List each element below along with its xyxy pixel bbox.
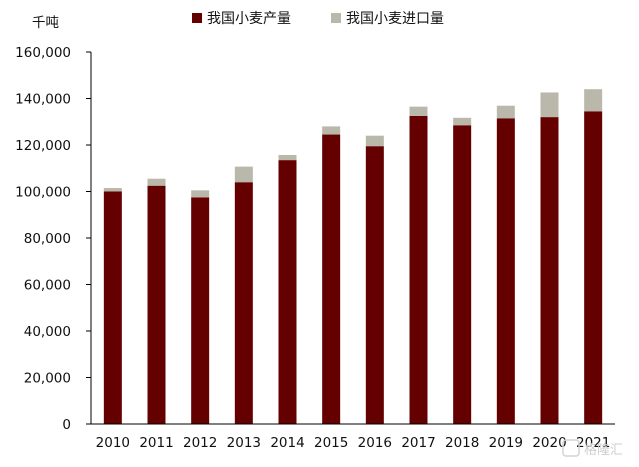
y-tick-label: 40,000 — [24, 324, 71, 340]
watermark-text: 格隆汇 — [584, 442, 623, 458]
bar-imports-2016 — [365, 135, 384, 147]
bar-imports-2015 — [322, 126, 341, 135]
bar-imports-2020 — [540, 92, 559, 118]
bar-production-2017 — [409, 115, 428, 424]
x-tick-label-2018: 2018 — [445, 435, 479, 451]
y-tick-label: 120,000 — [15, 138, 71, 154]
bar-production-2018 — [453, 125, 472, 425]
bar-imports-2021 — [584, 89, 603, 112]
y-tick-label: 100,000 — [15, 185, 71, 201]
x-tick-label-2010: 2010 — [96, 435, 130, 451]
bar-imports-2011 — [147, 178, 166, 186]
watermark-logo-icon — [562, 439, 580, 457]
legend-swatch-imports — [331, 13, 341, 23]
y-tick-label: 160,000 — [15, 45, 71, 61]
legend-label-production: 我国小麦产量 — [207, 11, 291, 27]
bar-imports-2018 — [453, 117, 472, 126]
bar-imports-2012 — [191, 190, 210, 198]
bar-imports-2013 — [234, 166, 253, 183]
y-tick-label: 80,000 — [24, 231, 71, 247]
y-tick-label: 20,000 — [24, 371, 71, 387]
y-axis-ticks: 0 20,000 40,000 60,000 80,000 100,000 120,000 1… — [15, 45, 91, 433]
legend-swatch-production — [192, 13, 202, 23]
bar-production-2015 — [322, 134, 341, 424]
bar-production-2019 — [496, 118, 515, 424]
bar-imports-2017 — [409, 106, 428, 116]
bar-production-2010 — [103, 191, 122, 424]
bar-production-2016 — [365, 146, 384, 424]
x-tick-label-2012: 2012 — [183, 435, 217, 451]
x-tick-label-2019: 2019 — [489, 435, 523, 451]
legend: 我国小麦产量 我国小麦进口量 — [192, 11, 444, 27]
bar-production-2020 — [540, 117, 559, 424]
x-tick-label-2015: 2015 — [314, 435, 348, 451]
bars — [103, 89, 603, 425]
x-tick-label-2021: 2021 — [576, 435, 610, 451]
x-tick-label-2013: 2013 — [227, 435, 261, 451]
bar-production-2021 — [584, 111, 603, 424]
x-tick-label-2016: 2016 — [358, 435, 392, 451]
x-tick-label-2011: 2011 — [139, 435, 173, 451]
y-tick-label: 140,000 — [15, 92, 71, 108]
legend-label-imports: 我国小麦进口量 — [346, 11, 444, 27]
bar-imports-2010 — [103, 188, 122, 192]
bar-imports-2014 — [278, 154, 297, 161]
y-tick-label: 0 — [62, 417, 71, 433]
bar-production-2013 — [234, 182, 253, 424]
bar-production-2014 — [278, 160, 297, 425]
y-axis-unit-label: 千吨 — [32, 15, 59, 31]
x-tick-label-2014: 2014 — [270, 435, 304, 451]
bar-production-2012 — [191, 197, 210, 424]
watermark: 格隆汇 — [562, 439, 623, 458]
x-tick-label-2020: 2020 — [532, 435, 566, 451]
bar-imports-2019 — [496, 105, 515, 119]
x-axis-labels: 2010 2011 2012 2013 2014 2015 2016 2017 2018 2019… — [96, 435, 611, 451]
bar-production-2011 — [147, 185, 166, 424]
x-tick-label-2017: 2017 — [401, 435, 435, 451]
y-tick-label: 60,000 — [24, 278, 71, 294]
